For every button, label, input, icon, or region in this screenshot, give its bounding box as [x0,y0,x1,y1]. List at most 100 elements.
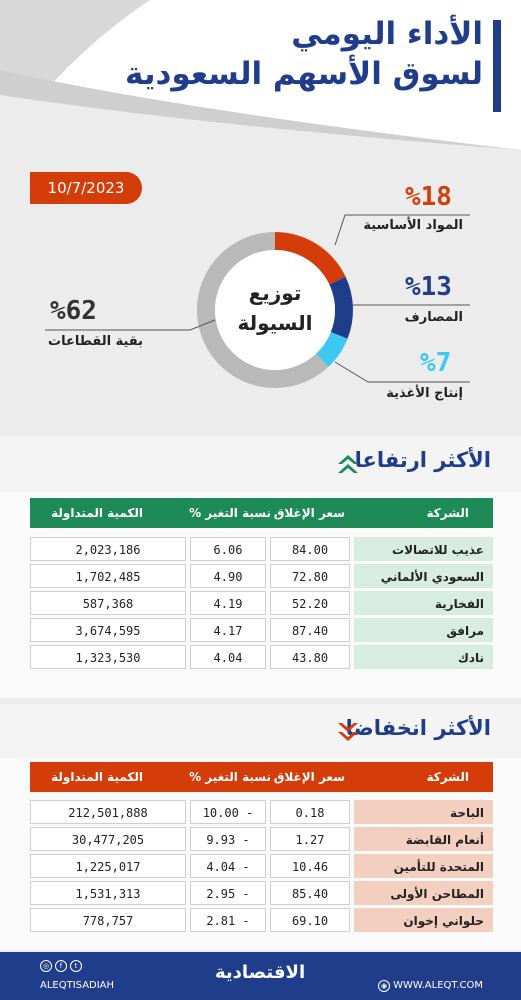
globe-icon: ◉ [378,980,391,992]
twitter-icon[interactable]: t [70,960,82,972]
gainers-title-bar: الأكثر ارتفاعا [0,436,521,492]
cell-volume: 30,477,205 [30,827,186,851]
cell-close: 10.46 [270,854,350,878]
gainers-header: الشركة سعر الإغلاق نسبة التغير % الكمية … [30,498,493,528]
cell-volume: 778,757 [30,908,186,932]
cell-close: 87.40 [270,618,350,642]
cell-close: 52.20 [270,591,350,615]
header-swoosh [0,0,521,150]
cell-change: 2.81 - [190,908,266,932]
title-line-2: لسوق الأسهم السعودية [125,56,483,92]
facebook-icon[interactable]: f [55,960,67,972]
cell-close: 1.27 [270,827,350,851]
down-arrow-icon [338,723,358,741]
table-row: 212,501,888 10.00 -0.18 الباحة [30,800,493,824]
slice-label-banks: المصارف [404,310,463,325]
cell-company: أنعام القابضة [354,827,493,851]
table-row: 30,477,205 9.93 -1.27 أنعام القابضة [30,827,493,851]
footer: ◎ f t ALEQTISADIAH الاقتصادية ◉ WWW.ALEQT.C… [0,952,521,1000]
header-change: نسبة التغير % [189,770,271,784]
slice-label-materials: المواد الأساسية [363,218,463,233]
date-badge: 10/7/2023 [30,172,142,204]
gainers-title: الأكثر ارتفاعا [354,448,491,472]
instagram-icon[interactable]: ◎ [40,960,52,972]
header-company: الشركة [426,770,469,784]
header: الأداء اليومي لسوق الأسهم السعودية [0,0,521,150]
table-row: 778,757 2.81 -69.10 حلواني إخوان [30,908,493,932]
cell-company: المطاحن الأولى [354,881,493,905]
cell-close: 84.00 [270,537,350,561]
cell-company: السعودي الألماني الصحية [354,564,493,608]
cell-change: 10.00 - [190,800,266,824]
table-row: 2,023,186 6.06 84.00 عذيب للاتصالات [30,537,493,561]
donut-title-line-1: توزيع [249,281,302,305]
title-bar [493,20,501,112]
donut-slice-materials [275,232,346,285]
cell-company: عذيب للاتصالات [354,537,493,561]
cell-company: الفخارية [354,591,493,615]
losers-header: الشركة سعر الإغلاق نسبة التغير % الكمية … [30,762,493,792]
donut-slice-banks [329,276,353,339]
table-row: 3,674,595 4.17 87.40 مرافق [30,618,493,642]
donut-slice-others [197,232,329,388]
cell-close: 69.10 [270,908,350,932]
slice-label-others: بقية القطاعات [48,334,144,349]
cell-change: 4.04 [190,645,266,669]
cell-close: 85.40 [270,881,350,905]
donut-slice-food [316,332,348,367]
cell-change: 4.19 [190,591,266,615]
losers-title-bar: الأكثر انخفاضا [0,704,521,760]
cell-change: 4.90 [190,564,266,588]
slice-pct-banks: %13 [405,272,452,302]
cell-company: المتحدة للتأمين [354,854,493,878]
cell-volume: 1,531,313 [30,881,186,905]
social-icons: ◎ f t [40,960,85,972]
cell-volume: 2,023,186 [30,537,186,561]
header-change: نسبة التغير % [189,506,271,520]
liquidity-donut-chart: توزيع السيولة [45,214,470,388]
table-row: 1,531,313 2.95 -85.40 المطاحن الأولى [30,881,493,905]
cell-volume: 212,501,888 [30,800,186,824]
cell-volume: 1,323,530 [30,645,186,669]
header-volume: الكمية المتداولة [51,506,143,520]
header-volume: الكمية المتداولة [51,770,143,784]
up-arrow-icon [338,455,358,473]
cell-change: 2.95 - [190,881,266,905]
cell-company: مرافق [354,618,493,642]
cell-change: 9.93 - [190,827,266,851]
cell-company: الباحة [354,800,493,824]
website-text: WWW.ALEQT.COM [393,980,483,991]
cell-change: 4.17 [190,618,266,642]
cell-close: 43.80 [270,645,350,669]
table-row: 587,368 4.19 52.20 الفخارية [30,591,493,615]
cell-volume: 587,368 [30,591,186,615]
header-close: سعر الإغلاق [273,506,345,520]
header-company: الشركة [426,506,469,520]
header-close: سعر الإغلاق [273,770,345,784]
cell-change: 6.06 [190,537,266,561]
slice-pct-materials: %18 [405,182,452,212]
website-link[interactable]: ◉ WWW.ALEQT.COM [378,980,483,992]
table-row: 1,225,017 4.04 -10.46 المتحدة للتأمين [30,854,493,878]
cell-close: 0.18 [270,800,350,824]
losers-title: الأكثر انخفاضا [345,716,491,740]
slice-label-food: إنتاج الأغذية [386,386,463,401]
cell-change: 4.04 - [190,854,266,878]
cell-volume: 3,674,595 [30,618,186,642]
social-handle[interactable]: ALEQTISADIAH [40,980,115,991]
table-row: 1,323,530 4.04 43.80 نادك [30,645,493,669]
donut-title-line-2: السيولة [237,311,312,335]
slice-pct-others: %62 [50,296,97,326]
cell-close: 72.80 [270,564,350,588]
publisher-logo: الاقتصادية [215,962,306,983]
donut-center [215,250,335,370]
cell-volume: 1,702,485 [30,564,186,588]
leader-lines [45,214,470,383]
cell-company: نادك [354,645,493,669]
cell-company: حلواني إخوان [354,908,493,932]
cell-volume: 1,225,017 [30,854,186,878]
title-line-1: الأداء اليومي [291,16,483,52]
slice-pct-food: %7 [420,348,452,378]
